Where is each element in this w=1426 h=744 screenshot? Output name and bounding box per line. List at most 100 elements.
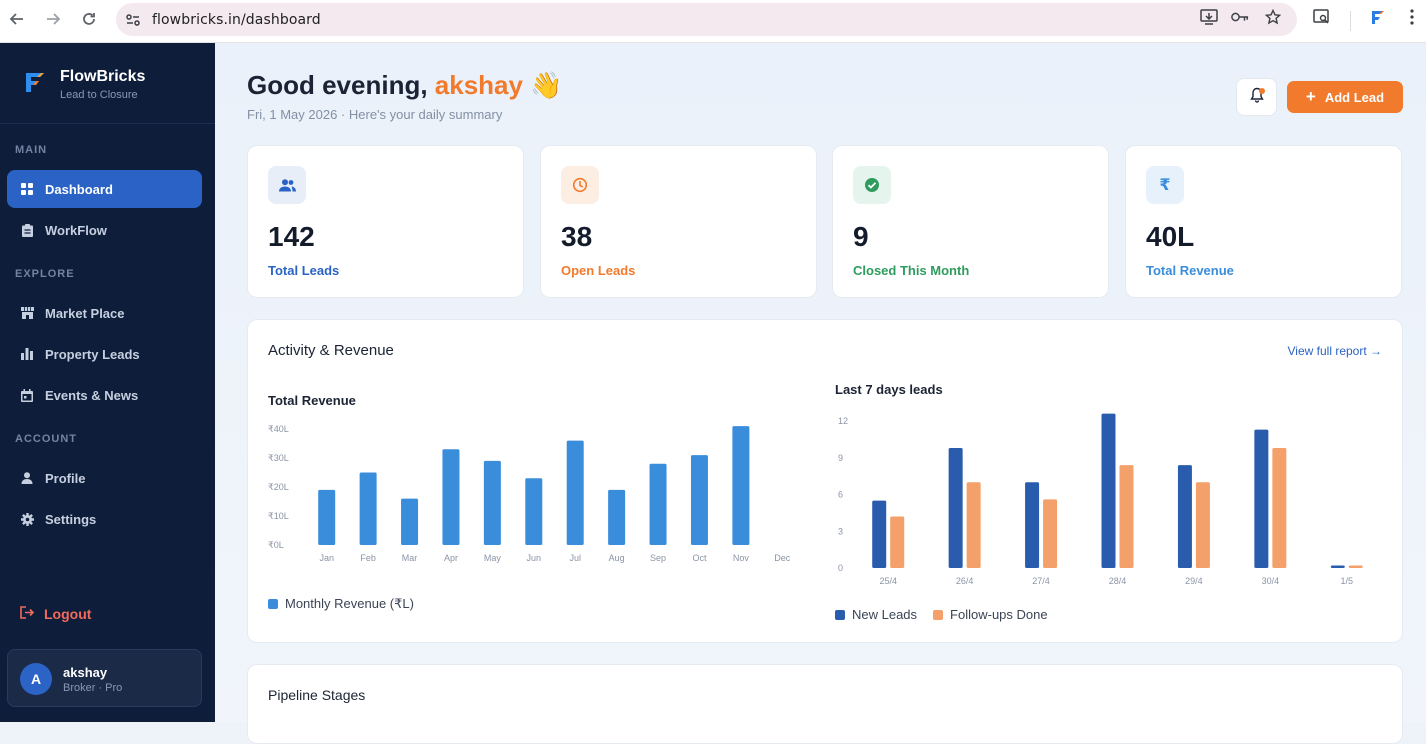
avatar: A [20,663,52,695]
reload-icon[interactable] [77,7,101,31]
user-card[interactable]: A akshay Broker · Pro [7,649,202,707]
forward-arrow-icon[interactable] [41,7,65,31]
revenue-bar[interactable] [401,498,419,545]
new-leads-bar[interactable] [1025,482,1040,568]
x-tick-label: Dec [774,553,791,563]
greeting-text: Good evening, [247,70,435,100]
site-info-icon[interactable] [125,12,141,33]
y-tick-label: 3 [838,526,843,536]
new-leads-bar[interactable] [872,500,887,568]
view-full-report-link[interactable]: View full report → [1287,344,1382,358]
legend-item: Monthly Revenue (₹L) [268,596,414,612]
main-content: Good evening, akshay 👋 Fri, 1 May 2026 ·… [215,43,1426,744]
pipeline-stages-panel: Pipeline Stages [247,664,1403,744]
revenue-bar[interactable] [649,463,667,545]
legend-label: New Leads [852,607,918,622]
follow-ups-bar[interactable] [1043,499,1058,568]
new-leads-bar[interactable] [1101,413,1116,568]
sidebar-item-settings[interactable]: Settings [7,500,202,538]
new-leads-bar[interactable] [1177,465,1192,568]
leads-bar-chart: 0 3 6 9 12 25/4 26/4 27/4 28/4 29/4 30/4 1/5 [838,413,1363,586]
x-tick-label: Jul [569,553,581,563]
panel-title: Activity & Revenue [268,342,394,359]
x-tick-label: Jan [319,553,334,563]
sidebar-item-dashboard[interactable]: Dashboard [7,170,202,208]
back-arrow-icon[interactable] [5,7,29,31]
stat-card-closed-this-month[interactable]: 9 Closed This Month [832,145,1109,298]
address-bar[interactable]: flowbricks.in/dashboard [116,3,1297,36]
revenue-bar[interactable] [318,489,336,545]
brand[interactable]: FlowBricks Lead to Closure [22,68,145,101]
wave-emoji: 👋 [530,70,563,100]
follow-ups-bar[interactable] [1119,465,1134,568]
follow-ups-bar[interactable] [1348,565,1363,568]
plus-icon: + [1305,87,1316,106]
browser-toolbar: flowbricks.in/dashboard [0,0,1426,43]
y-tick-label: ₹30L [268,453,289,463]
sidebar-item-label: Dashboard [45,181,113,197]
sidebar-item-profile[interactable]: Profile [7,459,202,497]
revenue-bar[interactable] [442,449,460,545]
y-tick-label: ₹20L [268,482,289,492]
stat-card-total-leads[interactable]: 142 Total Leads [247,145,524,298]
logout-label: Logout [44,606,92,622]
revenue-bar[interactable] [732,426,750,545]
sidebar-item-property-leads[interactable]: Property Leads [7,335,202,373]
sidebar-item-events-news[interactable]: Events & News [7,376,202,414]
legend-item: New Leads [835,607,917,622]
x-tick-label: 27/4 [1032,576,1050,586]
x-tick-label: 1/5 [1341,576,1354,586]
sidebar-item-label: Market Place [45,305,125,321]
sidebar-item-label: Profile [45,470,86,486]
revenue-bar[interactable] [359,472,377,546]
notifications-button[interactable] [1236,78,1277,116]
gear-icon [20,512,34,526]
new-leads-bar[interactable] [1330,565,1345,568]
revenue-bar[interactable] [690,455,708,545]
x-tick-label: Sep [650,553,666,563]
url-text[interactable]: flowbricks.in/dashboard [152,12,321,28]
panel-title: Pipeline Stages [268,687,366,703]
stat-card-total-revenue[interactable]: ₹ 40L Total Revenue [1125,145,1402,298]
new-leads-bar[interactable] [948,447,963,568]
x-tick-label: Oct [692,553,707,563]
follow-ups-bar[interactable] [1272,447,1287,568]
grid-icon [20,182,34,196]
kebab-menu-icon[interactable] [1403,8,1421,26]
y-tick-label: ₹0L [268,540,284,550]
logout-button[interactable]: Logout [20,606,91,622]
y-tick-label: ₹40L [268,424,289,434]
stat-value: 9 [853,221,869,252]
legend-swatch [835,609,845,620]
revenue-bar[interactable] [608,489,626,545]
add-lead-button[interactable]: + Add Lead [1287,81,1403,113]
follow-ups-bar[interactable] [1195,482,1210,568]
add-lead-label: Add Lead [1324,89,1385,105]
activity-revenue-panel: Activity & Revenue View full report → To… [247,319,1403,643]
y-tick-label: 0 [838,563,843,573]
tab-search-icon[interactable] [1313,8,1331,26]
sidebar-item-workflow[interactable]: WorkFlow [7,211,202,249]
extension-logo-icon[interactable] [1369,8,1387,26]
bookmark-star-icon[interactable] [1264,8,1282,26]
bell-icon [1249,87,1264,108]
x-tick-label: 28/4 [1109,576,1127,586]
sidebar-item-marketplace[interactable]: Market Place [7,294,202,332]
stat-value: 38 [561,221,593,252]
x-tick-label: Nov [733,553,750,563]
key-icon[interactable] [1231,8,1249,26]
legend-label: Follow-ups Done [950,607,1048,622]
section-label-explore: EXPLORE [15,268,75,280]
follow-ups-bar[interactable] [890,516,905,568]
install-app-icon[interactable] [1200,8,1218,26]
revenue-bar[interactable] [483,460,501,545]
revenue-bar[interactable] [525,478,543,545]
stat-card-open-leads[interactable]: 38 Open Leads [540,145,817,298]
revenue-bar[interactable] [566,440,584,545]
page-subtitle: Fri, 1 May 2026 · Here's your daily summ… [247,107,503,122]
toolbar-divider [1350,11,1351,31]
new-leads-bar[interactable] [1254,429,1269,568]
leads-chart-title: Last 7 days leads [835,382,943,397]
sidebar: FlowBricks Lead to Closure MAIN Dashboar… [0,43,215,722]
follow-ups-bar[interactable] [966,482,981,568]
